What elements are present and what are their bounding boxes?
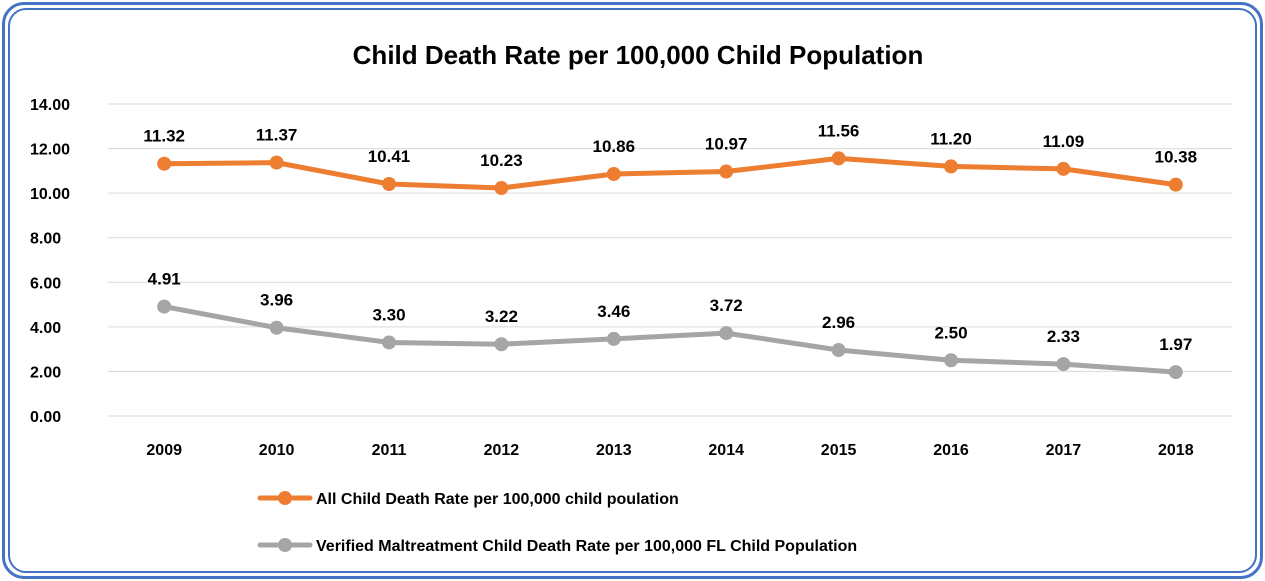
data-point — [606, 166, 621, 181]
data-label: 2.33 — [1047, 327, 1080, 346]
data-point — [719, 326, 734, 341]
chart-border-inner — [8, 8, 1257, 573]
data-label: 11.32 — [143, 127, 185, 146]
y-tick-label: 6.00 — [30, 275, 61, 292]
series-line — [161, 304, 1179, 375]
data-label: 10.86 — [593, 137, 636, 156]
y-tick-label: 12.00 — [30, 142, 70, 159]
data-label: 2.50 — [934, 323, 967, 342]
data-label: 11.09 — [1043, 132, 1085, 151]
data-point — [157, 156, 172, 171]
y-tick-label: 8.00 — [30, 231, 61, 248]
legend: All Child Death Rate per 100,000 child p… — [257, 491, 857, 555]
data-label: 3.46 — [597, 302, 630, 321]
data-point — [494, 337, 509, 352]
data-label: 3.72 — [710, 296, 743, 315]
data-point — [831, 151, 846, 166]
x-tick-label: 2018 — [1158, 442, 1194, 459]
data-label: 3.96 — [260, 291, 293, 310]
x-tick-label: 2013 — [596, 442, 632, 459]
x-tick-label: 2009 — [146, 442, 182, 459]
y-tick-label: 0.00 — [30, 409, 61, 426]
data-label: 2.96 — [822, 313, 855, 332]
legend-marker — [278, 491, 292, 505]
y-tick-label: 14.00 — [30, 97, 70, 114]
data-label: 1.97 — [1159, 335, 1192, 354]
x-axis-ticks: 2009 2010 2011 2012 2013 2014 2015 2016 2017 2018 — [146, 442, 1193, 459]
data-point — [269, 320, 284, 335]
y-axis-ticks: 0.00 2.00 4.00 6.00 8.00 10.00 12.00 14.00 — [30, 97, 70, 426]
data-label: 3.22 — [485, 307, 518, 326]
x-tick-label: 2016 — [933, 442, 969, 459]
legend-label: Verified Maltreatment Child Death Rate p… — [316, 538, 857, 555]
data-point — [1168, 177, 1183, 192]
x-tick-label: 2010 — [259, 442, 295, 459]
data-label: 10.97 — [705, 135, 748, 154]
data-label: 4.91 — [148, 270, 181, 289]
data-label: 11.56 — [818, 121, 860, 140]
x-tick-label: 2011 — [372, 442, 407, 459]
data-point — [382, 177, 396, 192]
data-point — [157, 299, 172, 314]
data-point — [831, 343, 846, 358]
data-point — [1056, 357, 1071, 372]
data-point — [1056, 161, 1071, 176]
series-line — [161, 155, 1179, 191]
legend-label: All Child Death Rate per 100,000 child p… — [316, 491, 679, 508]
x-tick-label: 2012 — [484, 442, 520, 459]
data-point — [382, 335, 396, 350]
data-label: 11.37 — [256, 126, 298, 145]
y-tick-label: 2.00 — [30, 364, 61, 381]
data-label: 10.23 — [480, 151, 523, 170]
data-point — [719, 164, 734, 179]
data-label: 10.38 — [1155, 148, 1198, 167]
x-tick-label: 2017 — [1046, 442, 1082, 459]
legend-marker — [278, 538, 292, 552]
data-point — [944, 159, 958, 174]
data-point — [606, 331, 621, 346]
chart-title: Child Death Rate per 100,000 Child Popul… — [353, 40, 924, 70]
data-point — [944, 353, 958, 368]
data-point — [269, 155, 284, 170]
x-tick-label: 2014 — [708, 442, 744, 459]
data-point — [494, 181, 509, 196]
y-tick-label: 10.00 — [30, 186, 70, 203]
data-label: 3.30 — [372, 305, 405, 324]
data-point — [1168, 365, 1183, 380]
y-tick-label: 4.00 — [30, 320, 61, 337]
data-label: 10.41 — [368, 147, 411, 166]
series-lines — [157, 151, 1183, 380]
x-tick-label: 2015 — [821, 442, 857, 459]
grid-lines — [108, 103, 1232, 417]
data-labels: 11.32 11.37 10.41 10.23 10.86 10.97 11.56 11.20… — [143, 121, 1197, 354]
data-label: 11.20 — [930, 129, 972, 148]
